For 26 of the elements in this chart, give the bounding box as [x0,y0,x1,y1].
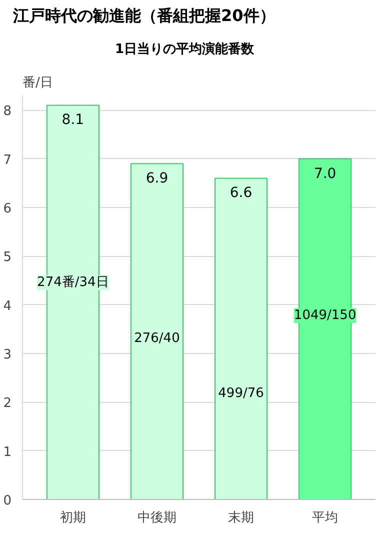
annotation: 276/40 [134,330,180,346]
bar [214,178,268,500]
x-tick-label: 平均 [312,510,338,526]
y-axis-title: 番/日 [22,76,53,90]
annotation: 274番/34日 [37,275,109,290]
chart-title: 江戸時代の勧進能（番組把握20件） [13,5,276,27]
data-label: 6.6 [230,185,252,202]
x-tick-label: 中後期 [137,510,176,526]
data-label: 8.1 [62,112,84,128]
x-tick-label: 末期 [228,510,254,526]
y-tick-label: 0 [3,494,12,508]
annotation: 499/76 [218,386,264,401]
y-tick-label: 7 [3,152,12,168]
data-label: 7.0 [314,166,336,182]
x-tick-label: 初期 [60,510,86,526]
y-tick-label: 8 [3,104,12,120]
y-tick-label: 1 [3,444,12,460]
y-tick-label: 2 [3,396,12,412]
bar [130,163,184,500]
y-tick-label: 6 [3,201,12,216]
y-tick-label: 5 [3,250,12,266]
y-tick-label: 3 [3,347,12,362]
y-tick-label: 4 [3,298,12,314]
chart-subtitle: 1日当りの平均演能番数 [115,41,254,59]
data-label: 6.9 [146,170,168,187]
annotation: 1049/150 [294,308,356,324]
